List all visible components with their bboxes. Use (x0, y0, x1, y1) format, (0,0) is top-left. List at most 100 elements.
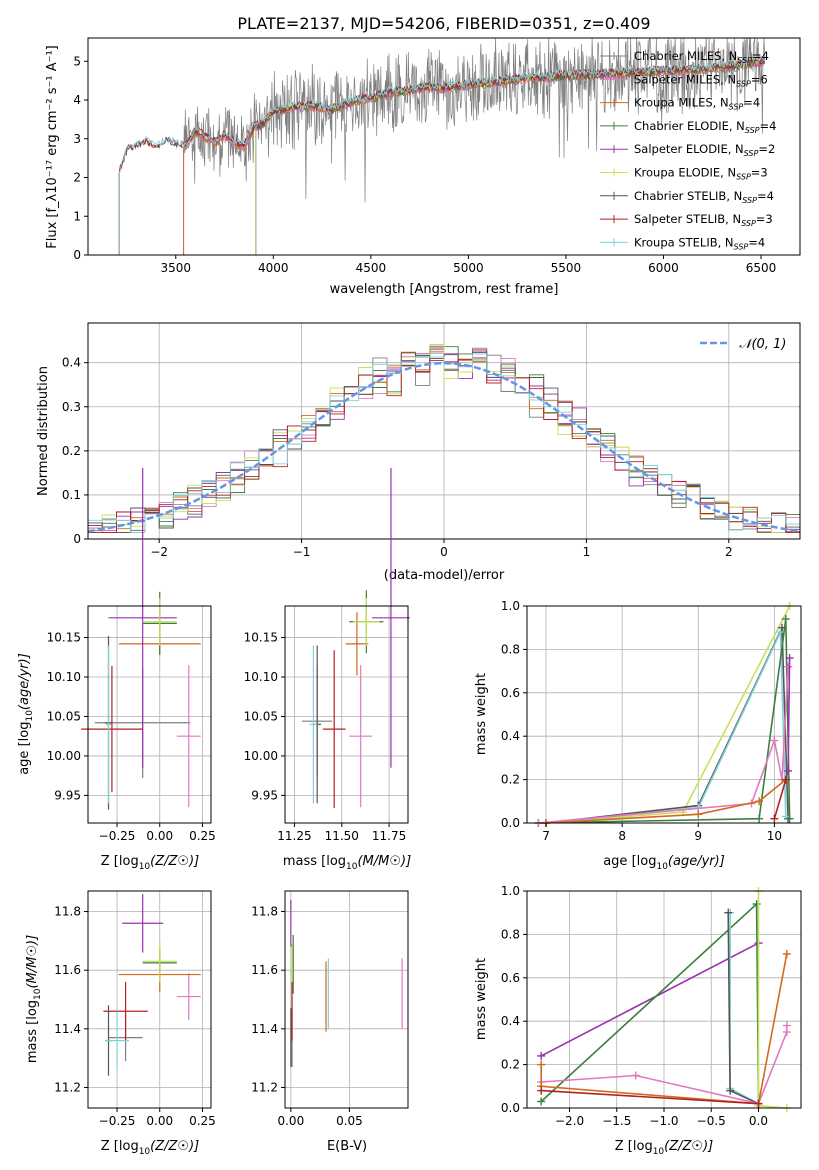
x-tick-label: 0.00 (277, 1114, 304, 1128)
y-tick-label: 10.10 (47, 670, 81, 684)
y-tick-label: 10.00 (244, 749, 278, 763)
weight-line-5 (538, 666, 789, 824)
age-z-panel: −0.25 0.00 0.25 9.95 10.00 10.05 10.10 10.15 Z … (17, 467, 216, 872)
x-tick-label: 10 (767, 829, 782, 843)
x-tick-label: 0.25 (189, 1114, 216, 1128)
mass-z-xlabel: Z [log10(Z/Z☉)] (101, 1139, 199, 1157)
residual-xlabel: (data-model)/error (384, 568, 505, 583)
x-tick-label: 0.00 (146, 829, 173, 843)
y-tick-label: 9.95 (251, 788, 278, 802)
y-tick-label: 10.05 (47, 709, 81, 723)
x-tick-label: 0 (440, 545, 448, 559)
x-tick-label: −0.25 (99, 829, 136, 843)
y-tick-label: 11.8 (251, 905, 278, 919)
y-tick-label: 0.2 (501, 773, 520, 787)
weight-line-2 (540, 902, 760, 1104)
age-z-xlabel: Z [log10(Z/Z☉)] (101, 854, 199, 872)
age-mass-xlabel: mass [log10(M/M☉)] (283, 854, 411, 872)
y-tick-label: 5 (73, 54, 81, 68)
y-tick-label: 0.6 (501, 686, 520, 700)
weight-age-ylabel: mass weight (474, 673, 489, 755)
weight-line-6 (787, 658, 791, 771)
y-tick-label: 10.10 (244, 670, 278, 684)
x-tick-label: 4500 (356, 261, 387, 275)
age-mass-panel: 11.25 11.50 11.759.9510.0010.0510.1010.15 … (244, 467, 411, 872)
mass-ebv-panel: 0.00 0.05 11.2 11.4 11.6 11.8 E(B-V) (251, 890, 409, 1154)
age-z-frame (87, 605, 212, 824)
y-tick-label: 11.2 (251, 1080, 278, 1094)
spectrum-frame (87, 37, 801, 256)
gaussian-legend-label: 𝒩(0, 1) (739, 337, 786, 352)
weight-age-panel: 7 8 9 10 0.0 0.2 0.4 0.6 0.8 1.0 age [log10(age/y… (474, 599, 802, 872)
x-tick-label: −2 (150, 545, 168, 559)
y-tick-label: 10.05 (244, 709, 278, 723)
y-tick-label: 9.95 (54, 788, 81, 802)
x-tick-label: −1.0 (649, 1114, 678, 1128)
spectrum-xlabel: wavelength [Angstrom, rest frame] (330, 282, 559, 297)
y-tick-label: 11.4 (251, 1022, 278, 1036)
residual-hist-9 (88, 353, 800, 533)
y-tick-label: 4 (73, 93, 81, 107)
mass-z-panel: −0.25 0.00 0.25 11.2 11.4 11.6 11.8 Z [log10(Z… (25, 890, 216, 1157)
y-tick-label: 0.0 (501, 816, 520, 830)
legend-label: Salpeter MILES, NSSP=6 (634, 72, 768, 88)
y-tick-label: 0.8 (501, 642, 520, 656)
x-tick-label: 11.50 (325, 829, 359, 843)
y-tick-label: 0.4 (501, 729, 520, 743)
weight-line-3 (545, 631, 787, 824)
legend-label: Kroupa STELIB, NSSP=4 (634, 235, 765, 251)
weight-line-4 (729, 912, 759, 1105)
legend-label: Chabrier ELODIE, NSSP=4 (634, 119, 776, 135)
y-tick-label: 11.8 (54, 905, 81, 919)
y-tick-label: 2 (73, 171, 81, 185)
weight-line-7 (545, 778, 787, 824)
x-tick-label: 6500 (746, 261, 777, 275)
mass-z-ylabel: mass [log10(M/M☉)] (25, 935, 43, 1063)
residual-panel: −2 −1 0 1 200.10.20.30.4 (data-model)/error … (36, 322, 801, 583)
x-tick-label: 3500 (161, 261, 192, 275)
x-tick-label: 9 (694, 829, 702, 843)
x-tick-label: 4000 (258, 261, 289, 275)
y-tick-label: 0.2 (62, 444, 81, 458)
mass-ebv-xlabel: E(B-V) (327, 1139, 367, 1154)
x-tick-label: 0.25 (189, 829, 216, 843)
spectrum-legend: Chabrier MILES, NSSP=4 Salpeter MILES, NS… (600, 49, 776, 251)
y-tick-label: 1 (73, 209, 81, 223)
weight-line-3 (757, 891, 787, 1109)
y-tick-label: 10.15 (244, 631, 278, 645)
legend-label: Kroupa MILES, NSSP=4 (634, 96, 760, 112)
x-tick-label: −1 (293, 545, 311, 559)
legend-label: Chabrier STELIB, NSSP=4 (634, 189, 774, 205)
y-tick-label: 0.6 (501, 971, 520, 985)
spectrum-panel: 3500 4000 4500 5000 5500 6000 6500 0 1 2 3 4 5 wavel… (45, 37, 801, 297)
y-tick-label: 0.8 (501, 927, 520, 941)
x-tick-label: 6000 (648, 261, 679, 275)
x-tick-label: 0.05 (336, 1114, 363, 1128)
weight-line-4 (538, 618, 791, 824)
x-tick-label: −1.5 (602, 1114, 631, 1128)
y-tick-label: 10.00 (47, 749, 81, 763)
y-tick-label: 0.3 (62, 400, 81, 414)
y-tick-label: 0.1 (62, 488, 81, 502)
residual-legend: 𝒩(0, 1) (700, 337, 786, 352)
legend-label: Salpeter ELODIE, NSSP=2 (634, 142, 775, 158)
y-tick-label: 1.0 (501, 599, 520, 613)
y-tick-label: 10.15 (47, 631, 81, 645)
weight-line-1 (540, 942, 759, 1057)
x-tick-label: 5500 (551, 261, 582, 275)
y-tick-label: 11.2 (54, 1080, 81, 1094)
age-z-ylabel: age [log10(age/yr)] (17, 653, 35, 775)
weight-z-panel: −2.0 −1.5 −1.0 −0.5 0.0 0.0 0.2 0.4 0.6 0.8 1.0 Z … (474, 884, 802, 1157)
age-mass-frame (284, 605, 409, 824)
y-tick-label: 11.6 (251, 963, 278, 977)
x-tick-label: 0.00 (146, 1114, 173, 1128)
x-tick-label: 0.0 (749, 1114, 768, 1128)
y-tick-label: 0 (73, 248, 81, 262)
model-spectrum-9 (118, 55, 765, 255)
y-tick-label: 11.6 (54, 963, 81, 977)
mass-z-frame (87, 890, 212, 1109)
y-tick-label: 0.2 (501, 1058, 520, 1072)
x-tick-label: −0.25 (99, 1114, 136, 1128)
x-tick-label: −2.0 (555, 1114, 584, 1128)
x-tick-label: 11.25 (277, 829, 311, 843)
